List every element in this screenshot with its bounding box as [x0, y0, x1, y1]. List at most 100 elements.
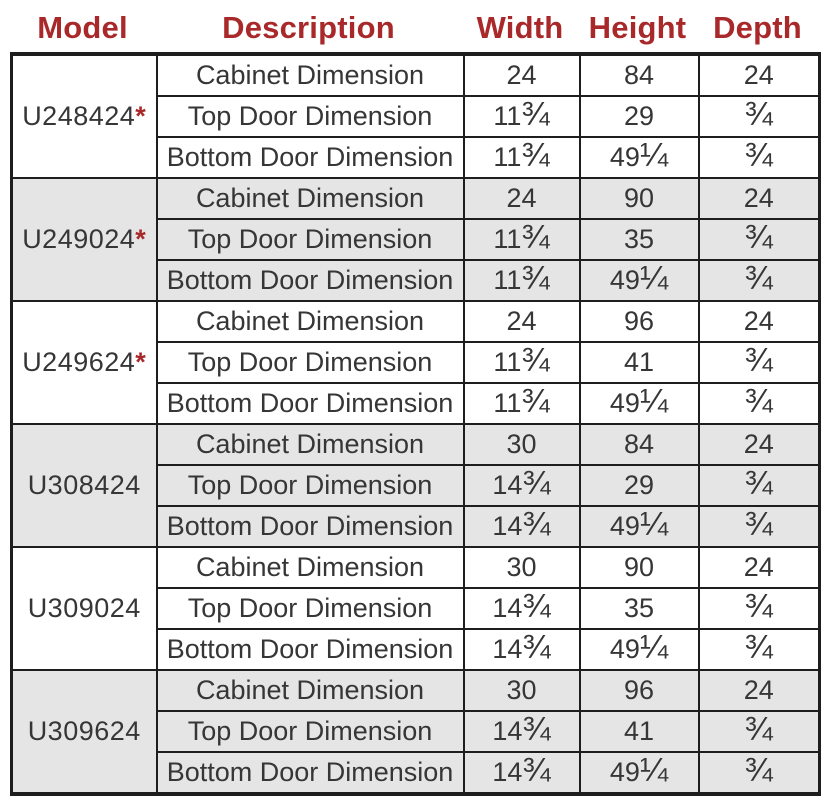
table-row: Bottom Door Dimension 14¾ 49¼ ¾	[12, 751, 821, 795]
description-cell: Top Door Dimension	[155, 587, 465, 630]
height-cell: 96	[578, 300, 700, 343]
column-header-model: Model	[37, 9, 128, 45]
asterisk-marker: *	[135, 347, 147, 377]
depth-cell: ¾	[697, 751, 821, 795]
description-cell: Bottom Door Dimension	[155, 628, 465, 671]
width-cell: 14¾	[462, 505, 581, 548]
width-cell: 14¾	[462, 464, 581, 507]
depth-cell: 24	[697, 177, 821, 220]
depth-cell: ¾	[697, 382, 821, 425]
depth-cell: 24	[697, 300, 821, 343]
width-cell: 11¾	[462, 95, 581, 138]
width-cell: 24	[462, 53, 581, 97]
description-cell: Cabinet Dimension	[155, 546, 465, 589]
table-row: U309024 Cabinet Dimension 30 90 24	[10, 546, 821, 671]
depth-cell: ¾	[697, 218, 821, 261]
height-cell: 84	[578, 423, 700, 466]
depth-cell: ¾	[697, 341, 821, 384]
asterisk-marker: *	[135, 101, 147, 131]
model-cell: U248424*	[10, 53, 158, 179]
height-cell: 49¼	[578, 751, 700, 795]
width-cell: 24	[462, 300, 581, 343]
column-header-width: Width	[476, 9, 564, 45]
model-cell: U249024*	[10, 177, 158, 302]
table-row: Bottom Door Dimension 11¾ 49¼ ¾	[12, 136, 821, 179]
table-row: U249624* Cabinet Dimension 24 96 24	[10, 300, 821, 425]
model-label: U309024	[27, 593, 141, 623]
description-cell: Bottom Door Dimension	[155, 136, 465, 179]
description-cell: Cabinet Dimension	[155, 423, 465, 466]
description-cell: Cabinet Dimension	[155, 300, 465, 343]
description-cell: Bottom Door Dimension	[155, 382, 465, 425]
width-cell: 30	[462, 423, 581, 466]
depth-cell: ¾	[697, 710, 821, 753]
height-cell: 41	[578, 341, 700, 384]
description-cell: Top Door Dimension	[155, 218, 465, 261]
model-label: U309624	[27, 716, 141, 746]
width-cell: 14¾	[462, 710, 581, 753]
table-row: Bottom Door Dimension 11¾ 49¼ ¾	[12, 259, 821, 302]
width-cell: 11¾	[462, 136, 581, 179]
width-cell: 11¾	[462, 218, 581, 261]
column-header-height: Height	[588, 9, 687, 45]
table-row: Top Door Dimension 14¾ 35 ¾	[12, 587, 821, 630]
table-row: Bottom Door Dimension 14¾ 49¼ ¾	[12, 505, 821, 548]
depth-cell: 24	[697, 53, 821, 97]
table-row: U249024* Cabinet Dimension 24 90 24	[10, 177, 821, 302]
description-cell: Top Door Dimension	[155, 95, 465, 138]
height-cell: 49¼	[578, 628, 700, 671]
height-cell: 29	[578, 95, 700, 138]
table-row: Top Door Dimension 14¾ 29 ¾	[12, 464, 821, 507]
depth-cell: ¾	[697, 505, 821, 548]
description-cell: Top Door Dimension	[155, 710, 465, 753]
height-cell: 90	[578, 177, 700, 220]
model-label: U249024	[22, 224, 136, 254]
height-cell: 84	[578, 53, 700, 97]
width-cell: 24	[462, 177, 581, 220]
width-cell: 11¾	[462, 341, 581, 384]
depth-cell: ¾	[697, 136, 821, 179]
width-cell: 14¾	[462, 628, 581, 671]
width-cell: 11¾	[462, 382, 581, 425]
table-row: Bottom Door Dimension 14¾ 49¼ ¾	[12, 628, 821, 671]
depth-cell: 24	[697, 546, 821, 589]
description-cell: Bottom Door Dimension	[155, 505, 465, 548]
description-cell: Cabinet Dimension	[155, 669, 465, 712]
table-row: Top Door Dimension 14¾ 41 ¾	[12, 710, 821, 753]
description-cell: Cabinet Dimension	[155, 53, 465, 97]
column-header-row: Model Description Width Height Depth	[10, 0, 818, 52]
height-cell: 49¼	[578, 136, 700, 179]
model-cell: U309024	[10, 546, 158, 671]
depth-cell: ¾	[697, 628, 821, 671]
height-cell: 96	[578, 669, 700, 712]
model-cell: U308424	[10, 423, 158, 548]
table-row: U248424* Cabinet Dimension 24 84 24	[10, 53, 821, 179]
model-cell: U309624	[10, 669, 158, 795]
depth-cell: ¾	[697, 259, 821, 302]
height-cell: 35	[578, 587, 700, 630]
depth-cell: ¾	[697, 587, 821, 630]
description-cell: Cabinet Dimension	[155, 177, 465, 220]
table-row: Bottom Door Dimension 11¾ 49¼ ¾	[12, 382, 821, 425]
description-cell: Bottom Door Dimension	[155, 259, 465, 302]
width-cell: 14¾	[462, 587, 581, 630]
width-cell: 30	[462, 669, 581, 712]
model-label: U308424	[27, 470, 141, 500]
depth-cell: 24	[697, 423, 821, 466]
height-cell: 49¼	[578, 505, 700, 548]
depth-cell: 24	[697, 669, 821, 712]
depth-cell: ¾	[697, 95, 821, 138]
model-cell: U249624*	[10, 300, 158, 425]
height-cell: 35	[578, 218, 700, 261]
height-cell: 41	[578, 710, 700, 753]
table-row: U309624 Cabinet Dimension 30 96 24	[10, 669, 821, 795]
column-header-depth: Depth	[713, 9, 802, 45]
table-row: Top Door Dimension 11¾ 29 ¾	[12, 95, 821, 138]
description-cell: Bottom Door Dimension	[155, 751, 465, 795]
table-row: Top Door Dimension 11¾ 35 ¾	[12, 218, 821, 261]
height-cell: 49¼	[578, 259, 700, 302]
depth-cell: ¾	[697, 464, 821, 507]
height-cell: 29	[578, 464, 700, 507]
table-row: Top Door Dimension 11¾ 41 ¾	[12, 341, 821, 384]
